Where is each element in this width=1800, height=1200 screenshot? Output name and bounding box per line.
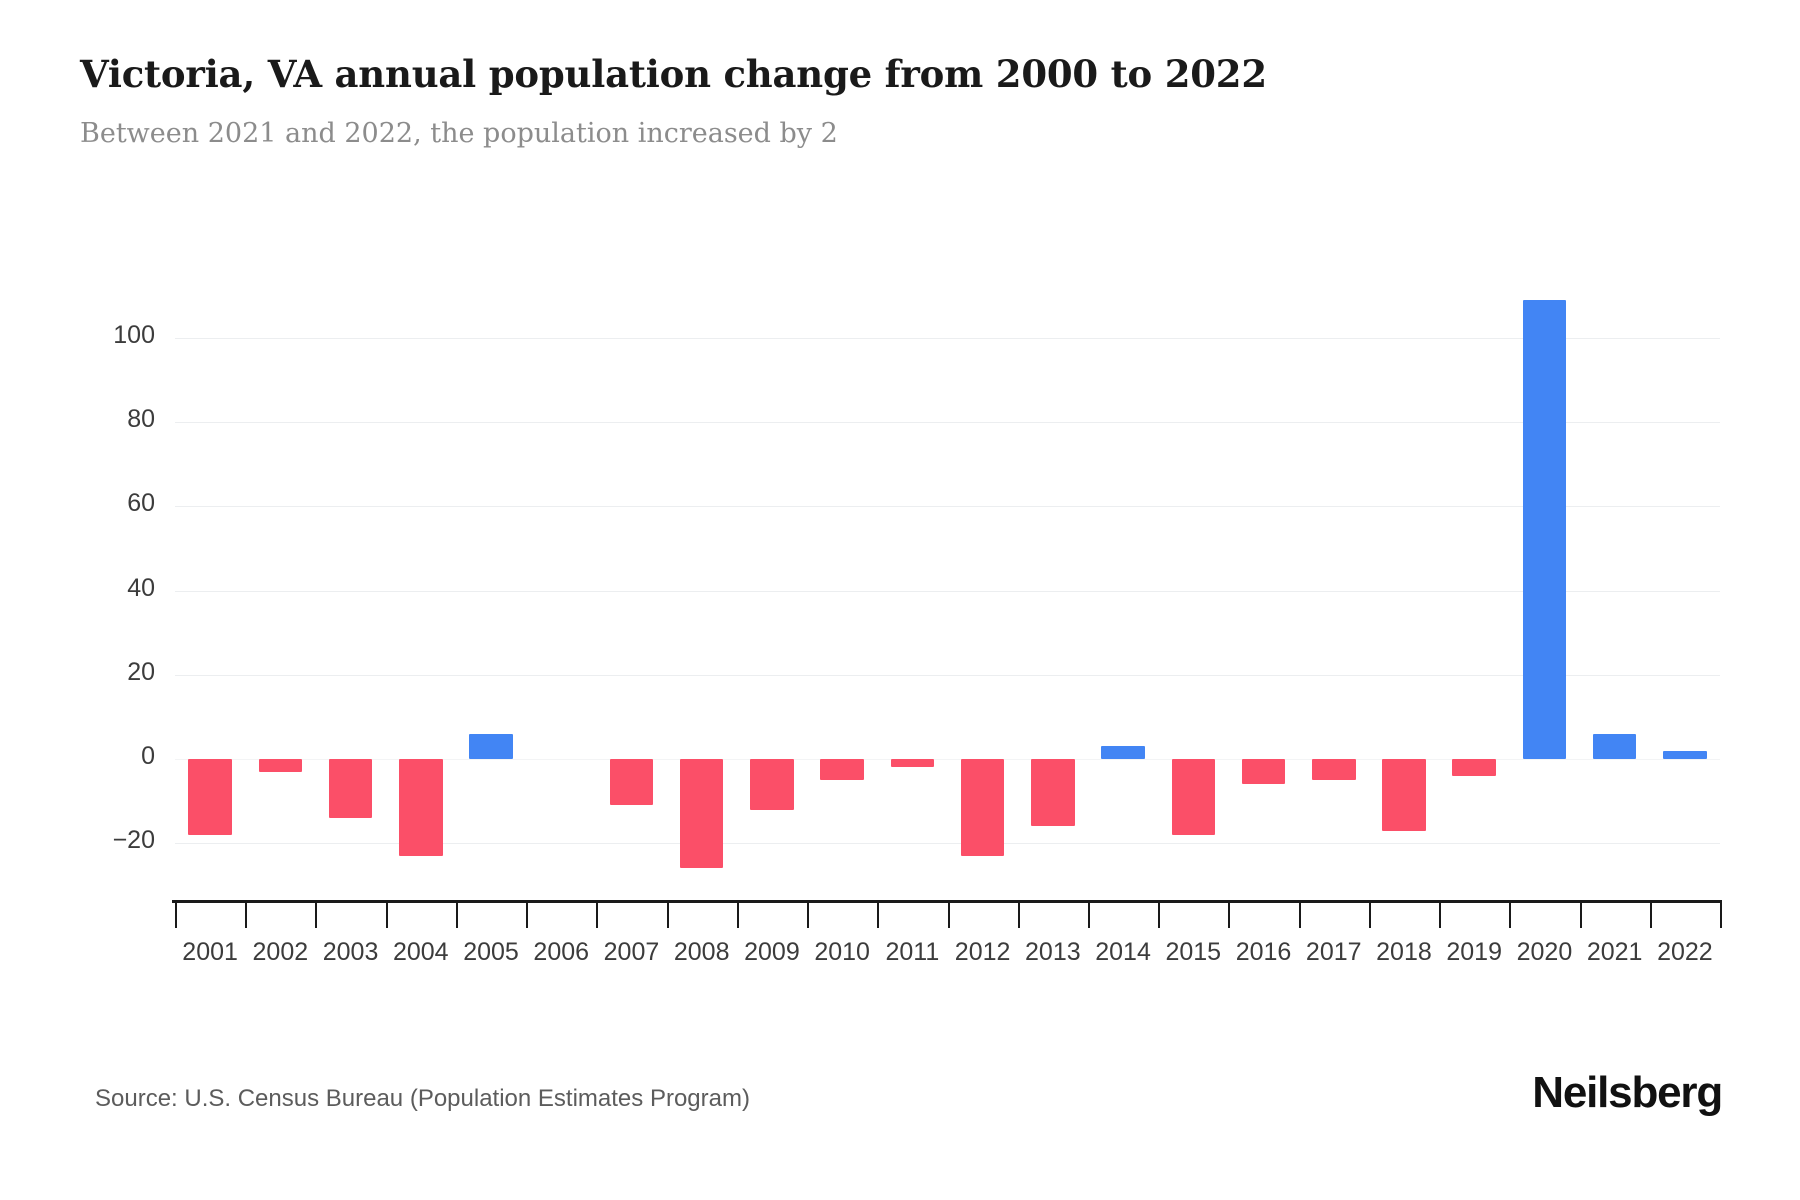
x-axis-tick-label-2002: 2002 — [252, 938, 309, 966]
bar-2015[interactable] — [1171, 759, 1216, 835]
x-axis-tick-mark — [807, 900, 810, 928]
x-axis-tick-mark — [1228, 900, 1231, 928]
x-axis-tick-mark — [315, 900, 318, 928]
x-axis-tick-mark — [1579, 900, 1582, 928]
gridline-80 — [175, 422, 1720, 424]
bar-2011[interactable] — [890, 759, 935, 768]
x-axis-tick-mark — [596, 900, 599, 928]
bar-2019[interactable] — [1452, 759, 1496, 776]
x-axis-tick-label-2020: 2020 — [1516, 938, 1573, 966]
x-axis-tick-label-2014: 2014 — [1095, 938, 1151, 966]
y-axis-tick-label: 60 — [127, 489, 155, 518]
x-axis-tick-label-2018: 2018 — [1376, 938, 1432, 966]
bar-2017[interactable] — [1311, 759, 1356, 781]
x-axis-tick-mark — [455, 900, 458, 928]
source-note: Source: U.S. Census Bureau (Population E… — [95, 1085, 750, 1112]
x-axis-tick-label-2009: 2009 — [744, 938, 800, 966]
gridline-100 — [175, 338, 1720, 339]
bar-2013[interactable] — [1031, 759, 1075, 827]
x-axis-tick-mark — [666, 900, 669, 928]
x-axis-tick-label-2006: 2006 — [533, 938, 590, 966]
x-axis-tick-label-2008: 2008 — [673, 938, 730, 966]
x-axis-tick-label-2004: 2004 — [392, 938, 449, 966]
y-axis-tick-label: 20 — [127, 657, 155, 686]
x-axis-tick-mark — [1439, 900, 1442, 928]
x-axis-tick-mark — [877, 900, 880, 928]
y-axis-tick-label: −20 — [112, 826, 155, 855]
x-axis-tick-mark — [175, 900, 177, 928]
x-axis-tick-mark — [736, 900, 739, 928]
bar-2020[interactable] — [1522, 300, 1567, 759]
x-axis-tick-mark — [1298, 900, 1301, 928]
gridline-60 — [175, 506, 1720, 508]
gridline-20 — [175, 674, 1720, 676]
x-axis-tick-label-2012: 2012 — [954, 938, 1011, 966]
x-axis-tick-label-2011: 2011 — [885, 938, 940, 966]
y-axis-tick-label: 40 — [127, 573, 155, 602]
page-title: Victoria, VA annual population change fr… — [80, 52, 1267, 96]
bar-2022[interactable] — [1663, 750, 1707, 759]
gridline-40 — [175, 590, 1720, 592]
bar-series — [175, 0, 1720, 1200]
x-axis-tick-label-2022: 2022 — [1657, 938, 1713, 966]
x-axis-tick-label-2019: 2019 — [1446, 938, 1502, 966]
x-axis-tick-mark — [1649, 900, 1652, 928]
bar-2016[interactable] — [1241, 759, 1286, 785]
x-axis-tick-mark — [245, 900, 248, 928]
bar-2001[interactable] — [188, 759, 232, 835]
x-axis-line — [172, 900, 1720, 903]
bar-2007[interactable] — [609, 759, 654, 806]
x-axis-tick-label-2016: 2016 — [1235, 938, 1292, 966]
bar-2018[interactable] — [1382, 759, 1426, 831]
bar-2010[interactable] — [820, 759, 864, 781]
bar-2012[interactable] — [960, 759, 1005, 856]
x-axis-tick-mark — [1087, 900, 1090, 928]
x-axis-tick-label-2003: 2003 — [322, 938, 379, 966]
x-axis-tick-mark — [1017, 900, 1020, 928]
bar-2002[interactable] — [258, 759, 303, 772]
x-axis-tick-mark — [947, 900, 950, 928]
x-axis-tick-mark — [526, 900, 529, 928]
x-axis-tick-mark — [385, 900, 388, 928]
y-axis-tick-label: 0 — [141, 742, 155, 770]
x-axis-tick-label-2010: 2010 — [814, 938, 870, 966]
x-axis-tick-label-2013: 2013 — [1025, 938, 1081, 966]
bar-2008[interactable] — [679, 759, 724, 869]
x-axis-tick-label-2021: 2021 — [1586, 938, 1643, 966]
x-axis-tick-label-2015: 2015 — [1165, 938, 1222, 966]
x-axis-tick-label-2001: 2001 — [182, 938, 238, 966]
y-axis-tick-label: 100 — [113, 321, 155, 349]
x-axis-tick-label-2017: 2017 — [1305, 938, 1362, 966]
bar-2005[interactable] — [469, 733, 513, 759]
gridline--20 — [175, 843, 1720, 845]
x-axis-tick-mark — [1509, 900, 1512, 928]
brand-logo: Neilsberg — [1532, 1068, 1723, 1117]
x-axis-tick-mark — [1158, 900, 1161, 928]
bar-2009[interactable] — [750, 759, 794, 810]
x-axis-tick-mark — [1368, 900, 1371, 928]
x-axis-tick-mark — [1720, 900, 1722, 928]
x-axis-tick-label-2005: 2005 — [463, 938, 519, 966]
bar-2004[interactable] — [399, 759, 443, 856]
y-axis-tick-label: 80 — [127, 405, 155, 434]
chart-subtitle: Between 2021 and 2022, the population in… — [80, 118, 838, 149]
bar-2014[interactable] — [1101, 746, 1145, 759]
gridline-0 — [175, 759, 1720, 760]
x-axis-tick-label-2007: 2007 — [603, 938, 660, 966]
bar-2021[interactable] — [1592, 733, 1637, 759]
bar-2003[interactable] — [328, 759, 373, 818]
